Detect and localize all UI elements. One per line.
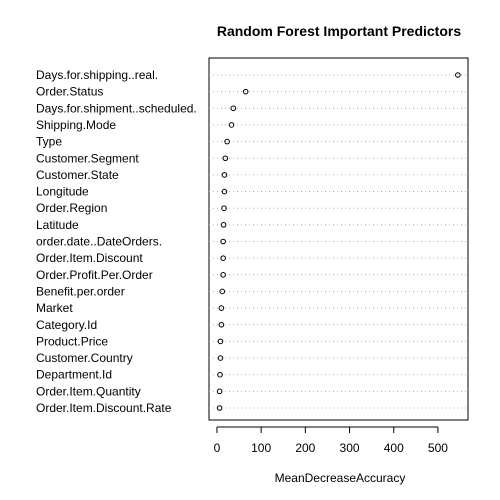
x-axis-title: MeanDecreaseAccuracy	[275, 471, 406, 485]
data-point	[217, 338, 224, 345]
x-tick-label: 0	[214, 441, 221, 455]
data-point	[220, 272, 226, 278]
category-label: Order.Status	[36, 85, 103, 99]
data-point	[221, 188, 228, 195]
data-point	[230, 105, 237, 112]
data-point	[220, 222, 227, 228]
category-label: Shipping.Mode	[36, 118, 116, 132]
data-point	[222, 155, 229, 162]
data-point	[242, 88, 249, 95]
category-label: Latitude	[36, 218, 79, 232]
data-point	[218, 321, 225, 328]
category-label: Product.Price	[36, 334, 108, 348]
data-point	[455, 72, 461, 78]
grid-lines	[209, 74, 468, 409]
category-label: Order.Item.Discount	[36, 251, 143, 265]
data-point	[221, 205, 227, 211]
plot-frame	[208, 57, 469, 421]
category-label: Type	[36, 135, 62, 149]
category-label: Order.Region	[36, 201, 107, 215]
x-tick-label: 200	[295, 441, 315, 455]
x-tick-label: 500	[428, 441, 448, 455]
category-label: Order.Item.Discount.Rate	[36, 401, 172, 415]
category-label: Order.Profit.Per.Order	[36, 268, 153, 282]
category-label: Customer.State	[36, 168, 119, 182]
category-label: Customer.Country	[36, 351, 133, 365]
data-point	[224, 138, 230, 145]
x-tick-label: 300	[340, 441, 360, 455]
data-point	[220, 238, 226, 245]
x-tick-label: 100	[251, 441, 271, 455]
category-label: order.date..DateOrders.	[36, 235, 162, 249]
category-label: Customer.Segment	[36, 151, 139, 165]
category-label: Category.Id	[36, 318, 97, 332]
data-point	[228, 122, 235, 128]
data-point	[216, 405, 223, 411]
category-label: Days.for.shipment..scheduled.	[36, 101, 197, 115]
data-point	[221, 172, 228, 178]
category-label: Order.Item.Quantity	[36, 384, 141, 398]
category-label: Department.Id	[36, 368, 112, 382]
x-tick-label: 400	[384, 441, 404, 455]
data-points	[216, 72, 461, 411]
x-axis: 0 100 200 300 400 500	[214, 426, 448, 455]
data-point	[217, 371, 223, 378]
category-label: Benefit.per.order	[36, 284, 125, 298]
data-point	[219, 288, 226, 295]
category-label: Days.for.shipping..real.	[36, 68, 158, 82]
category-label: Longitude	[36, 185, 89, 199]
data-point	[218, 305, 225, 311]
chart-title: Random Forest Important Predictors	[217, 23, 461, 39]
category-labels: Days.for.shipping..real. Order.Status Days…	[36, 68, 197, 415]
category-label: Market	[36, 301, 73, 315]
data-point	[216, 388, 223, 395]
data-point	[220, 255, 226, 261]
data-point	[217, 355, 224, 361]
